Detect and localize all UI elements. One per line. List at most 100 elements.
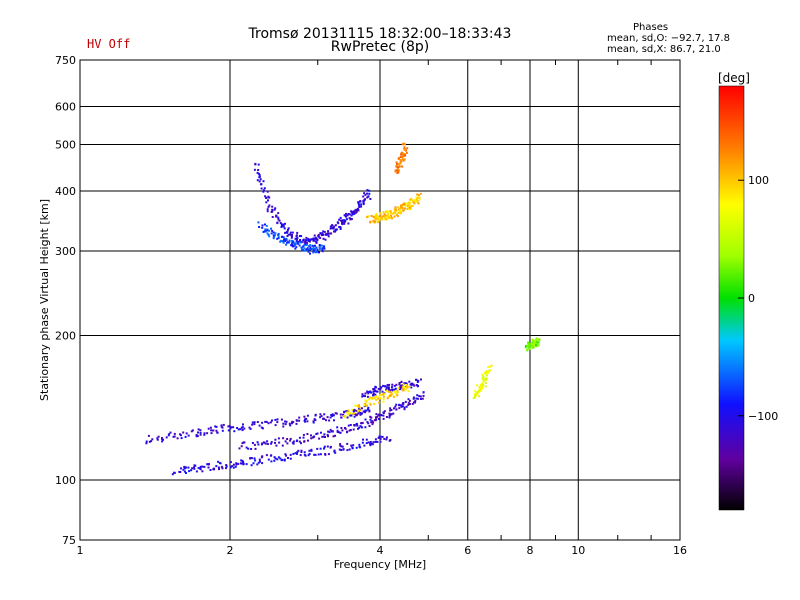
data-point: [320, 244, 323, 247]
data-point: [261, 421, 264, 424]
data-point: [379, 435, 382, 438]
data-point: [300, 451, 303, 453]
data-point: [265, 197, 268, 199]
x-tick-label: 8: [527, 544, 534, 557]
data-point: [339, 216, 342, 219]
data-point: [327, 235, 330, 238]
data-point: [179, 471, 182, 473]
data-point: [344, 415, 347, 418]
data-point: [484, 381, 487, 384]
data-point: [484, 377, 487, 380]
data-point: [258, 458, 261, 461]
data-point: [346, 416, 349, 419]
data-point: [305, 417, 308, 420]
data-point: [415, 199, 418, 202]
data-point: [237, 462, 240, 465]
data-point: [403, 202, 406, 205]
data-point: [242, 462, 245, 465]
data-point: [296, 236, 299, 239]
data-point: [473, 393, 476, 396]
data-point: [184, 435, 187, 438]
y-tick-label: 100: [55, 474, 76, 487]
data-point: [401, 152, 404, 155]
data-point: [195, 435, 198, 438]
data-point: [344, 427, 347, 430]
data-point: [385, 416, 388, 418]
data-point: [318, 247, 321, 250]
data-point: [266, 208, 269, 211]
data-point: [349, 412, 352, 415]
data-point: [274, 418, 277, 421]
data-point: [385, 387, 388, 390]
data-point: [478, 388, 481, 391]
data-point: [388, 383, 391, 386]
data-point: [346, 411, 349, 414]
data-point: [396, 166, 399, 169]
data-point: [313, 237, 316, 240]
data-point: [481, 387, 484, 390]
data-point: [382, 417, 385, 420]
data-point: [193, 466, 195, 469]
data-point: [346, 214, 349, 217]
data-point: [398, 163, 401, 166]
data-point: [291, 243, 293, 246]
data-point: [191, 467, 194, 470]
data-point: [377, 418, 380, 420]
data-point: [309, 246, 312, 249]
data-point: [355, 423, 358, 426]
data-point: [481, 373, 484, 376]
data-point: [364, 402, 366, 405]
data-point: [382, 414, 385, 417]
data-point: [387, 210, 390, 213]
data-point: [359, 425, 362, 428]
data-point: [362, 202, 365, 204]
data-point: [221, 467, 224, 470]
data-point: [316, 432, 319, 435]
data-point: [358, 204, 361, 207]
data-point: [203, 433, 206, 436]
data-point: [306, 420, 309, 423]
data-point: [334, 451, 337, 454]
data-point: [179, 434, 182, 437]
data-point: [373, 388, 376, 391]
data-point: [323, 417, 326, 420]
data-point: [340, 445, 343, 448]
data-point: [285, 420, 288, 423]
data-point: [418, 395, 421, 398]
data-point: [199, 431, 202, 434]
data-point: [303, 249, 306, 252]
data-point: [526, 345, 529, 348]
data-point: [261, 226, 264, 229]
data-point: [286, 442, 289, 445]
data-point: [393, 407, 395, 410]
data-point: [282, 425, 285, 428]
data-point: [408, 403, 411, 405]
data-point: [191, 429, 194, 432]
data-point: [387, 212, 390, 215]
data-point: [367, 406, 370, 409]
x-tick-label: 2: [227, 544, 234, 557]
data-point: [258, 180, 261, 183]
data-point: [256, 171, 259, 174]
colorbar-label: [deg]: [718, 71, 750, 85]
data-point: [408, 380, 411, 383]
data-point: [404, 205, 407, 207]
data-point: [217, 466, 220, 469]
data-point: [307, 239, 310, 241]
data-point: [296, 452, 298, 455]
data-point: [375, 213, 378, 216]
data-point: [397, 170, 400, 173]
data-point: [267, 458, 270, 461]
data-point: [415, 397, 418, 400]
data-point: [240, 445, 243, 448]
data-point: [333, 419, 335, 422]
data-point: [404, 143, 406, 146]
data-point: [404, 388, 407, 391]
data-point: [300, 247, 303, 250]
data-point: [362, 195, 365, 198]
data-point: [346, 442, 349, 445]
data-point: [415, 197, 418, 200]
data-point: [274, 438, 277, 441]
data-point: [360, 203, 363, 206]
data-point: [402, 209, 405, 212]
